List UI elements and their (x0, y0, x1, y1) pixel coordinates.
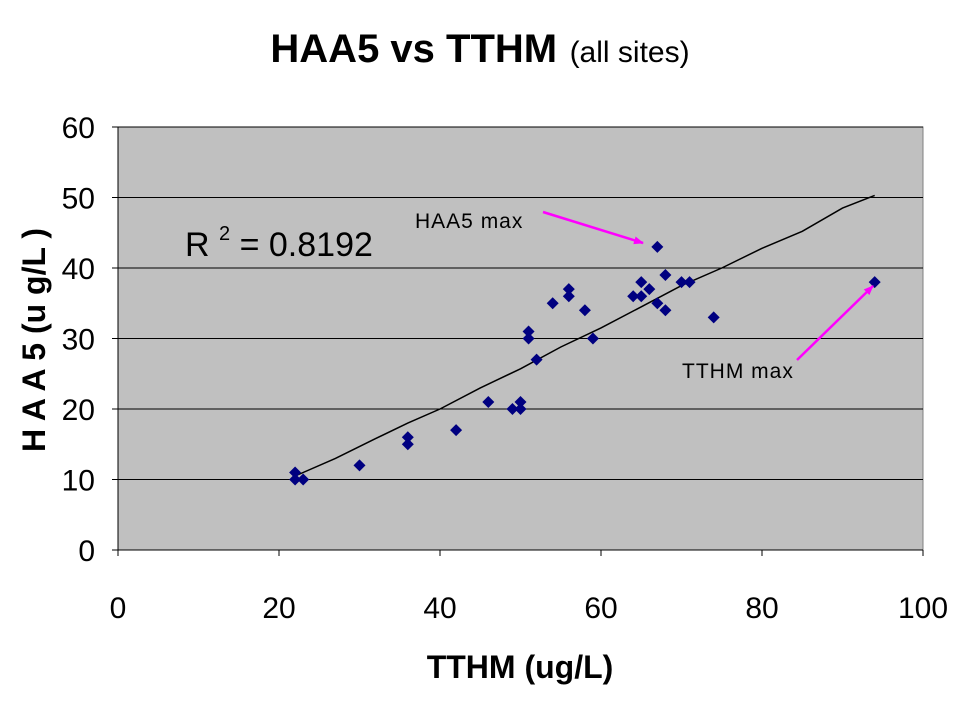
chart-subtitle: (all sites) (570, 36, 690, 69)
data-point (530, 353, 543, 366)
y-tick-labels: 0 10 20 30 40 50 60 (62, 112, 95, 568)
data-point (627, 290, 640, 303)
data-point (659, 304, 672, 317)
trendline (294, 194, 875, 477)
r-squared-prefix: R (185, 226, 210, 264)
data-point (401, 438, 414, 451)
y-axis-label: H A A 5 (u g/L ) (16, 228, 52, 452)
x-tick-label: 0 (110, 592, 127, 625)
y-tick-label: 40 (62, 253, 95, 286)
x-axis-label: TTHM (ug/L) (427, 649, 614, 685)
data-point (522, 325, 535, 338)
data-point (522, 332, 535, 345)
data-point (289, 473, 302, 486)
data-point (353, 459, 366, 472)
chart-title-group: HAA5 vs TTHM (all sites) (270, 27, 689, 71)
x-tick-label: 80 (745, 592, 778, 625)
r-squared-value: = 0.8192 (240, 226, 373, 264)
data-point (707, 311, 720, 324)
y-tick-label: 60 (62, 112, 95, 145)
tthm-max-arrow (796, 285, 874, 361)
y-tick-label: 30 (62, 324, 95, 357)
data-point (514, 395, 527, 408)
data-point (289, 466, 302, 479)
chart-title: HAA5 vs TTHM (270, 27, 557, 71)
data-point (546, 297, 559, 310)
data-point (401, 431, 414, 444)
data-points (289, 240, 881, 486)
data-point (297, 473, 310, 486)
y-tick-label: 20 (62, 394, 95, 427)
x-tick-label: 40 (423, 592, 456, 625)
y-tick-label: 0 (78, 535, 95, 568)
tthm-max-label: TTHM max (682, 360, 794, 383)
data-point (635, 290, 648, 303)
data-point (651, 297, 664, 310)
x-tick-labels: 0 20 40 60 80 100 (110, 592, 948, 625)
data-point (643, 283, 656, 296)
data-point (635, 276, 648, 289)
haa5-max-label: HAA5 max (415, 210, 523, 233)
data-point (675, 276, 688, 289)
axes (112, 126, 924, 556)
gridlines (118, 126, 923, 480)
haa5-max-arrow (542, 210, 644, 245)
x-tick-label: 20 (262, 592, 295, 625)
r-squared-annotation: R 2 = 0.8192 (185, 210, 373, 264)
data-point (450, 424, 463, 437)
data-point (586, 332, 599, 345)
data-point (659, 269, 672, 282)
x-tick-label: 100 (898, 592, 948, 625)
data-point (578, 304, 591, 317)
data-point (683, 276, 696, 289)
y-tick-label: 10 (62, 465, 95, 498)
data-point (868, 276, 881, 289)
data-point (562, 283, 575, 296)
data-point (651, 240, 664, 253)
data-point (506, 403, 519, 415)
data-point (514, 403, 527, 415)
x-tick-label: 60 (584, 592, 617, 625)
data-point (482, 395, 495, 408)
y-tick-label: 50 (62, 183, 95, 216)
data-point (562, 290, 575, 303)
r-squared-exponent: 2 (219, 223, 230, 245)
